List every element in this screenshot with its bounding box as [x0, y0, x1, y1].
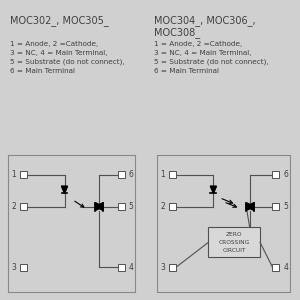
- Text: 1: 1: [11, 170, 16, 179]
- Polygon shape: [246, 202, 254, 211]
- Bar: [272, 264, 279, 271]
- Text: 3: 3: [160, 262, 165, 272]
- Bar: [169, 171, 176, 178]
- Bar: [272, 203, 279, 210]
- Polygon shape: [246, 202, 254, 211]
- Bar: [157, 155, 290, 292]
- Bar: [118, 264, 124, 271]
- Bar: [272, 171, 279, 178]
- Text: 4: 4: [129, 262, 134, 272]
- Polygon shape: [95, 202, 103, 211]
- Text: 5: 5: [129, 202, 134, 211]
- Bar: [118, 203, 124, 210]
- Text: 1: 1: [160, 170, 165, 179]
- Bar: [169, 203, 176, 210]
- Bar: [118, 171, 124, 178]
- Text: 2: 2: [160, 202, 165, 211]
- Bar: [20, 264, 27, 271]
- Text: 6: 6: [284, 170, 288, 179]
- Text: 6: 6: [129, 170, 134, 179]
- Text: CIRCUIT: CIRCUIT: [223, 248, 246, 253]
- Text: 1 = Anode, 2 =Cathode,
3 = NC, 4 = Main Terminal,
5 = Substrate (do not connect): 1 = Anode, 2 =Cathode, 3 = NC, 4 = Main …: [154, 41, 268, 74]
- Text: MOC302_, MOC305_: MOC302_, MOC305_: [10, 15, 109, 26]
- Text: 3: 3: [11, 262, 16, 272]
- Polygon shape: [210, 186, 216, 193]
- Text: ZERO: ZERO: [226, 232, 242, 237]
- Bar: [8, 155, 135, 292]
- Polygon shape: [95, 202, 103, 211]
- Bar: [169, 264, 176, 271]
- Text: 4: 4: [284, 262, 288, 272]
- Text: 2: 2: [11, 202, 16, 211]
- Text: 1 = Anode, 2 =Cathode,
3 = NC, 4 = Main Terminal,
5 = Substrate (do not connect): 1 = Anode, 2 =Cathode, 3 = NC, 4 = Main …: [10, 41, 125, 74]
- Text: CROSSING: CROSSING: [219, 240, 250, 245]
- Bar: [20, 203, 27, 210]
- Bar: [20, 171, 27, 178]
- Polygon shape: [61, 186, 68, 193]
- Text: MOC304_, MOC306_,
MOC308_: MOC304_, MOC306_, MOC308_: [154, 15, 256, 38]
- Bar: [208, 227, 260, 257]
- Text: 5: 5: [284, 202, 288, 211]
